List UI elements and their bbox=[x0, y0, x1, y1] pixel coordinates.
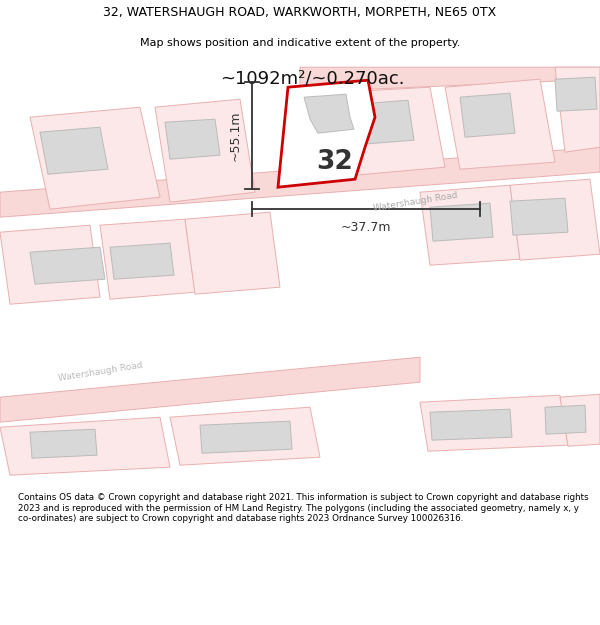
Polygon shape bbox=[185, 213, 280, 294]
Polygon shape bbox=[300, 68, 600, 92]
Text: Watershaugh Road: Watershaugh Road bbox=[372, 191, 458, 213]
Polygon shape bbox=[357, 100, 414, 144]
Polygon shape bbox=[510, 179, 600, 260]
Polygon shape bbox=[155, 99, 255, 202]
Polygon shape bbox=[165, 119, 220, 159]
Polygon shape bbox=[430, 203, 493, 241]
Polygon shape bbox=[30, 248, 105, 284]
Polygon shape bbox=[0, 225, 100, 304]
Text: Contains OS data © Crown copyright and database right 2021. This information is : Contains OS data © Crown copyright and d… bbox=[18, 494, 589, 523]
Polygon shape bbox=[560, 394, 600, 446]
Text: Map shows position and indicative extent of the property.: Map shows position and indicative extent… bbox=[140, 38, 460, 48]
Polygon shape bbox=[420, 395, 568, 451]
Polygon shape bbox=[30, 429, 97, 458]
Polygon shape bbox=[200, 421, 292, 453]
Polygon shape bbox=[545, 405, 586, 434]
Text: 32, WATERSHAUGH ROAD, WARKWORTH, MORPETH, NE65 0TX: 32, WATERSHAUGH ROAD, WARKWORTH, MORPETH… bbox=[103, 6, 497, 19]
Text: ~55.1m: ~55.1m bbox=[229, 111, 242, 161]
Text: Watershaugh Road: Watershaugh Road bbox=[57, 361, 143, 383]
Text: ~37.7m: ~37.7m bbox=[341, 221, 391, 234]
Polygon shape bbox=[278, 80, 375, 188]
Polygon shape bbox=[445, 79, 555, 169]
Polygon shape bbox=[30, 107, 160, 209]
Polygon shape bbox=[420, 185, 520, 265]
Polygon shape bbox=[40, 127, 108, 174]
Polygon shape bbox=[0, 418, 170, 475]
Polygon shape bbox=[100, 219, 195, 299]
Polygon shape bbox=[170, 408, 320, 465]
Polygon shape bbox=[555, 78, 597, 111]
Polygon shape bbox=[430, 409, 512, 440]
Polygon shape bbox=[510, 198, 568, 235]
Polygon shape bbox=[304, 94, 354, 133]
Text: 32: 32 bbox=[317, 149, 353, 175]
Polygon shape bbox=[555, 68, 600, 152]
Polygon shape bbox=[110, 243, 174, 279]
Text: ~1092m²/~0.270ac.: ~1092m²/~0.270ac. bbox=[220, 69, 404, 88]
Polygon shape bbox=[460, 93, 515, 138]
Polygon shape bbox=[0, 357, 420, 422]
Polygon shape bbox=[340, 88, 445, 175]
Polygon shape bbox=[0, 148, 600, 218]
